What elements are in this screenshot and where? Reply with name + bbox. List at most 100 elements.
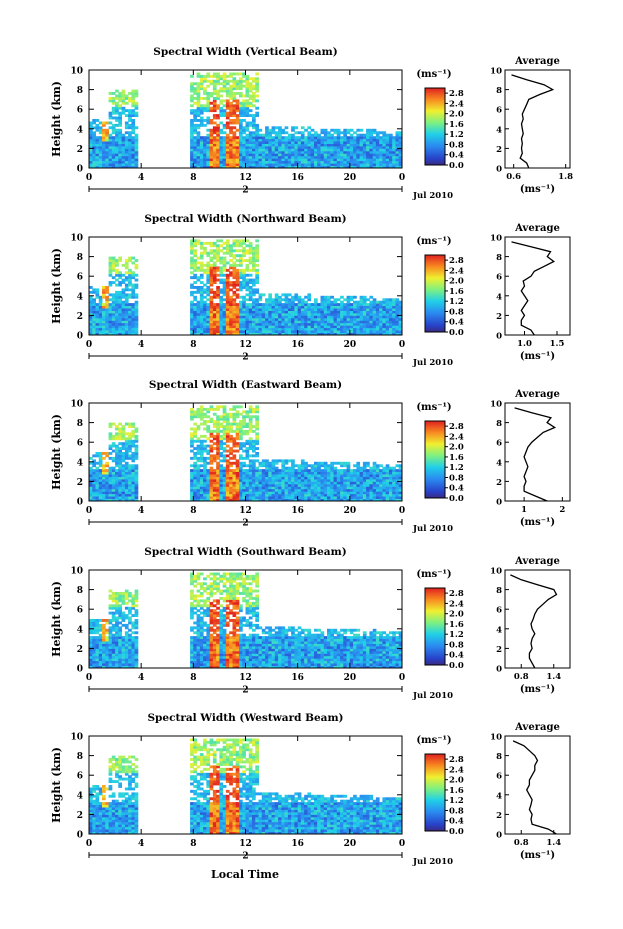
heatmap-cell bbox=[235, 429, 240, 433]
heatmap-cell bbox=[235, 87, 240, 91]
heatmap-cell bbox=[327, 131, 331, 135]
heatmap-cell bbox=[372, 308, 377, 311]
heatmap-cell bbox=[245, 153, 250, 157]
heatmap-cell bbox=[242, 432, 246, 436]
heatmap-cell bbox=[199, 82, 204, 86]
colorbar-tick-label: 2.4 bbox=[449, 99, 464, 109]
heatmap-cell bbox=[239, 491, 243, 495]
heatmap-cell bbox=[124, 317, 129, 321]
heatmap-cell bbox=[258, 327, 263, 331]
heatmap-cell bbox=[366, 496, 370, 499]
heatmap-cell bbox=[239, 150, 243, 154]
heatmap-cell bbox=[314, 143, 318, 147]
heatmap-cell bbox=[271, 138, 276, 142]
heatmap-cell bbox=[314, 153, 318, 157]
heatmap-cell bbox=[92, 138, 96, 142]
heatmap-cell bbox=[89, 476, 93, 480]
heatmap-cell bbox=[193, 131, 197, 135]
heatmap-cell bbox=[248, 415, 253, 419]
heatmap-cell bbox=[219, 303, 224, 306]
heatmap-cell bbox=[320, 320, 325, 324]
heatmap-cell bbox=[206, 461, 211, 465]
heatmap-cell bbox=[193, 483, 197, 487]
heatmap-cell bbox=[336, 488, 341, 492]
heatmap-cell bbox=[89, 121, 93, 125]
heatmap-cell bbox=[131, 89, 136, 93]
heatmap-cell bbox=[115, 322, 119, 326]
heatmap-cell bbox=[330, 148, 334, 152]
heatmap-cell bbox=[108, 452, 113, 455]
heatmap-cell bbox=[98, 491, 103, 495]
heatmap-cell bbox=[225, 136, 230, 140]
heatmap-cell bbox=[245, 425, 250, 428]
profile-y-tick-label: 0 bbox=[496, 332, 502, 342]
heatmap-cell bbox=[131, 476, 136, 480]
heatmap-cell bbox=[379, 330, 383, 333]
heatmap-cell bbox=[111, 256, 116, 260]
heatmap-cell bbox=[255, 417, 259, 421]
heatmap-cell bbox=[118, 442, 122, 446]
heatmap-cell bbox=[131, 434, 136, 438]
heatmap-cell bbox=[297, 138, 302, 142]
heatmap-cell bbox=[255, 150, 259, 154]
heatmap-cell bbox=[190, 474, 194, 477]
heatmap-cell bbox=[395, 330, 400, 333]
heatmap-cell bbox=[327, 163, 331, 166]
heatmap-cell bbox=[284, 165, 289, 169]
heatmap-cell bbox=[232, 249, 237, 253]
heatmap-cell bbox=[343, 464, 347, 468]
heatmap-cell bbox=[95, 126, 100, 130]
heatmap-cell bbox=[359, 315, 364, 319]
heatmap-cell bbox=[203, 439, 207, 443]
heatmap-cell bbox=[291, 469, 295, 472]
heatmap-cell bbox=[92, 315, 96, 319]
heatmap-cell bbox=[265, 300, 269, 304]
heatmap-cell bbox=[225, 239, 230, 243]
heatmap-cell bbox=[219, 101, 224, 105]
y-tick-label: 6 bbox=[77, 106, 83, 116]
heatmap-cell bbox=[92, 469, 96, 472]
heatmap-cell bbox=[225, 74, 230, 78]
heatmap-cell bbox=[95, 317, 100, 321]
heatmap-cell bbox=[196, 138, 201, 142]
heatmap-cell bbox=[320, 469, 325, 472]
heatmap-cell bbox=[327, 469, 331, 472]
heatmap-cell bbox=[265, 491, 269, 495]
heatmap-cell bbox=[118, 111, 122, 115]
heatmap-cell bbox=[95, 454, 100, 458]
heatmap-cell bbox=[193, 148, 197, 152]
heatmap-cell bbox=[216, 320, 220, 324]
heatmap-cell bbox=[193, 153, 197, 157]
heatmap-cell bbox=[235, 449, 240, 453]
heatmap-cell bbox=[105, 133, 109, 137]
heatmap-cell bbox=[203, 496, 207, 499]
heatmap-cell bbox=[209, 456, 214, 460]
heatmap-cell bbox=[92, 461, 96, 465]
heatmap-cell bbox=[291, 141, 295, 144]
heatmap-cell bbox=[209, 150, 214, 154]
heatmap-cell bbox=[229, 163, 233, 166]
heatmap-cell bbox=[287, 474, 292, 477]
heatmap-cell bbox=[310, 469, 315, 472]
heatmap-cell bbox=[108, 133, 113, 137]
heatmap-cell bbox=[216, 407, 220, 411]
heatmap-cell bbox=[392, 310, 396, 314]
heatmap-cell bbox=[375, 332, 380, 336]
heatmap-cell bbox=[330, 486, 334, 490]
heatmap-cell bbox=[271, 145, 276, 149]
heatmap-cell bbox=[131, 131, 136, 135]
heatmap-cell bbox=[196, 109, 201, 113]
heatmap-cell bbox=[225, 153, 230, 157]
heatmap-cell bbox=[193, 410, 197, 414]
heatmap-cell bbox=[310, 163, 315, 166]
heatmap-cell bbox=[193, 128, 197, 132]
heatmap-cell bbox=[222, 305, 227, 309]
heatmap-cell bbox=[222, 87, 227, 91]
heatmap-cell bbox=[89, 315, 93, 319]
heatmap-cell bbox=[121, 160, 126, 164]
heatmap-cell bbox=[252, 104, 256, 108]
heatmap-cell bbox=[385, 163, 390, 166]
heatmap-cell bbox=[124, 165, 129, 169]
heatmap-cell bbox=[219, 305, 224, 309]
heatmap-cell bbox=[203, 283, 207, 287]
